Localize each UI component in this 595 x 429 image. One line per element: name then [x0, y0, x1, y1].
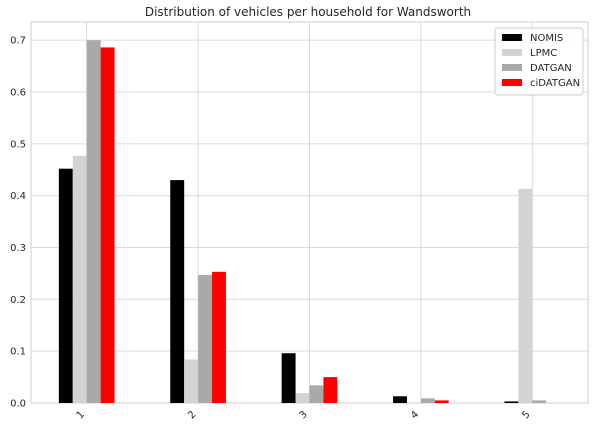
legend-label-lpmc: LPMC: [530, 48, 557, 59]
x-tick-label: 1: [75, 409, 87, 421]
bar-nomis-2: [170, 180, 185, 403]
legend-label-nomis: NOMIS: [530, 33, 563, 44]
legend-label-datgan: DATGAN: [530, 63, 572, 74]
bar-cidatgan-4: [434, 400, 449, 403]
bar-nomis-4: [393, 396, 407, 403]
bar-datgan-4: [420, 398, 435, 403]
bars: [58, 40, 547, 404]
x-tick-label: 3: [298, 409, 310, 421]
y-tick-label: 0.7: [10, 36, 26, 47]
y-tick-label: 0.0: [10, 399, 26, 410]
x-tick-label: 5: [520, 409, 532, 421]
bar-datgan-2: [198, 274, 213, 403]
legend: NOMIS LPMC DATGAN ciDATGAN: [494, 27, 584, 96]
legend-swatch-lpmc: [502, 49, 522, 56]
bar-lpmc-5: [518, 188, 533, 403]
x-axis: 1 2 3 4 5: [75, 409, 533, 421]
legend-swatch-cidatgan: [502, 79, 522, 86]
y-tick-label: 0.6: [10, 87, 26, 98]
bar-cidatgan-1: [100, 47, 115, 404]
bar-nomis-3: [281, 353, 296, 403]
y-tick-label: 0.1: [10, 347, 26, 358]
bar-datgan-1: [86, 40, 101, 404]
bar-cidatgan-2: [212, 271, 226, 403]
legend-label-cidatgan: ciDATGAN: [530, 78, 580, 89]
legend-swatch-nomis: [502, 34, 522, 41]
bar-lpmc-3: [295, 393, 310, 403]
y-tick-label: 0.3: [10, 243, 26, 254]
legend-box: [494, 27, 584, 96]
bar-lpmc-2: [184, 359, 199, 403]
legend-swatch-datgan: [502, 64, 522, 71]
x-tick-label: 2: [186, 409, 198, 421]
bar-lpmc-1: [72, 155, 87, 403]
bar-datgan-5: [532, 400, 547, 403]
y-tick-label: 0.5: [10, 139, 26, 150]
y-tick-label: 0.2: [10, 295, 26, 306]
bar-datgan-3: [309, 385, 324, 403]
y-tick-label: 0.4: [10, 191, 26, 202]
x-tick-label: 4: [409, 409, 421, 421]
bar-nomis-1: [58, 168, 73, 403]
legend-items: NOMIS LPMC DATGAN ciDATGAN: [502, 33, 580, 89]
bar-cidatgan-3: [323, 377, 338, 403]
y-axis: 0.0 0.1 0.2 0.3 0.4 0.5 0.6 0.7: [10, 36, 26, 410]
chart-title: Distribution of vehicles per household f…: [145, 5, 471, 19]
bar-nomis-5: [504, 401, 519, 403]
